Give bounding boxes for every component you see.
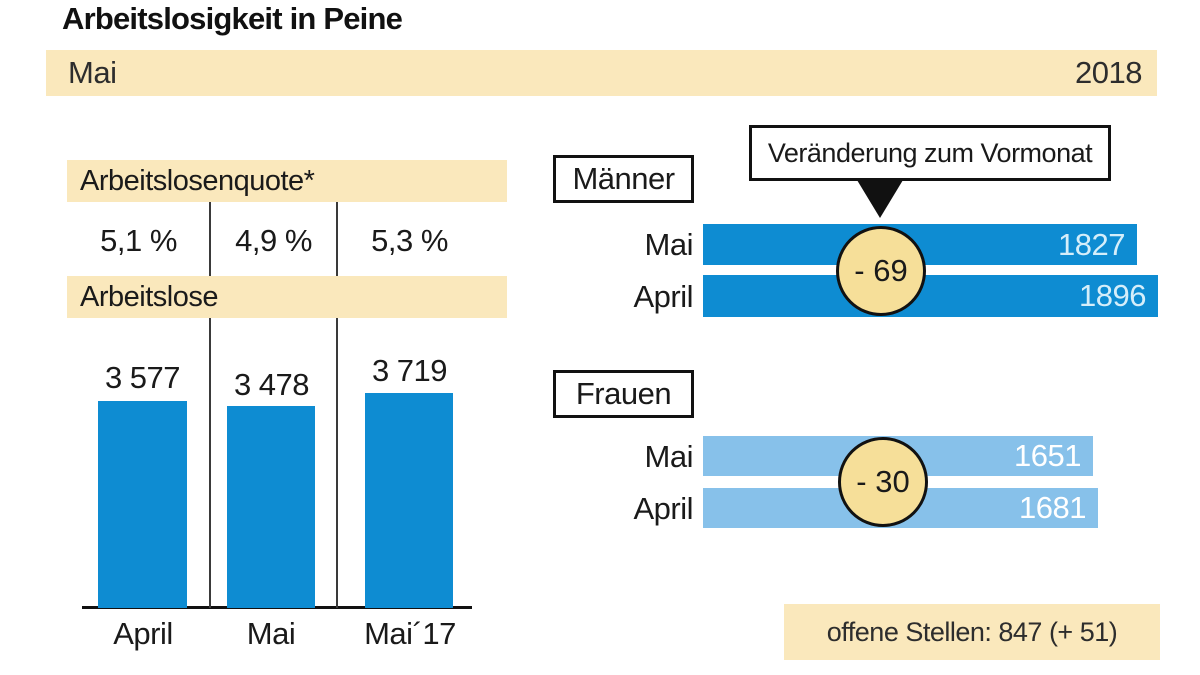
quote-header: Arbeitslosenquote* (67, 160, 507, 202)
frauen-row-label-april: April (633, 491, 693, 526)
maenner-box: Männer (553, 155, 694, 203)
x-label-mai17: Mai´17 (364, 616, 456, 651)
callout-arrow-icon (857, 180, 903, 218)
maenner-bar-mai-value: 1827 (1058, 226, 1125, 262)
banner-year: 2018 (1075, 55, 1142, 90)
column-divider-2 (336, 202, 338, 608)
banner-month: Mai (68, 55, 117, 90)
x-label-mai: Mai (246, 616, 296, 651)
frauen-change-badge: - 30 (838, 437, 928, 527)
maenner-bar-april: 1896 (703, 275, 1158, 317)
bar-mai (227, 406, 315, 608)
bar-value-mai17: 3 719 (371, 353, 448, 388)
quote-value-april: 5,1 % (100, 223, 177, 258)
frauen-bar-mai-value: 1651 (1014, 438, 1081, 473)
maenner-row-label-mai: Mai (644, 227, 694, 262)
page-title: Arbeitslosigkeit in Peine (62, 1, 403, 36)
column-divider-1 (209, 202, 211, 608)
offene-stellen-box: offene Stellen: 847 (+ 51) (784, 604, 1160, 660)
maenner-bar-april-value: 1896 (1079, 278, 1146, 313)
maenner-change-badge: - 69 (836, 226, 926, 316)
bar-value-mai: 3 478 (233, 367, 310, 402)
callout-box: Veränderung zum Vormonat (749, 125, 1111, 181)
quote-value-mai: 4,9 % (235, 223, 312, 258)
frauen-row-label-mai: Mai (644, 439, 694, 474)
bar-value-april: 3 577 (104, 360, 181, 395)
period-banner: Mai 2018 (46, 50, 1157, 96)
frauen-bar-april-value: 1681 (1019, 490, 1086, 525)
x-label-april: April (113, 616, 173, 651)
frauen-box: Frauen (553, 370, 694, 418)
bar-april (98, 401, 187, 608)
bar-mai17 (365, 393, 453, 608)
arbeitslose-header: Arbeitslose (67, 276, 507, 318)
quote-value-mai17: 5,3 % (371, 223, 448, 258)
maenner-row-label-april: April (633, 279, 693, 314)
